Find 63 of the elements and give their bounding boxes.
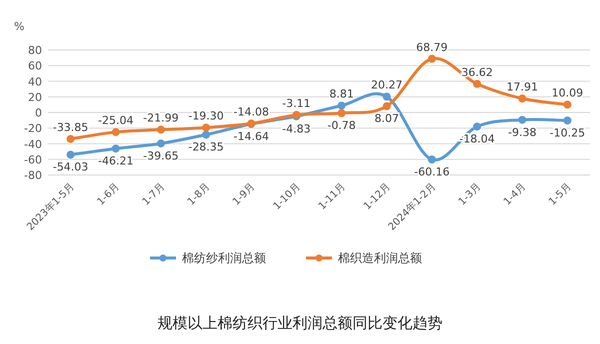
x-tick-label: 1-6月 (95, 181, 122, 208)
data-label: -25.04 (98, 114, 134, 128)
y-axis-title: % (14, 20, 24, 33)
data-label: 20.27 (371, 78, 402, 92)
data-label: -14.64 (234, 130, 269, 143)
text: 规模以上棉纺织行业利润总额同比变化趋势 (158, 314, 442, 332)
point (112, 128, 120, 136)
data-label: 8.07 (374, 112, 399, 126)
point (156, 139, 165, 148)
point (563, 116, 572, 125)
point (473, 80, 482, 88)
y-tick-label: -60 (24, 153, 42, 166)
x-tick-label: 1-5月 (547, 181, 574, 208)
y-tick-label: -40 (24, 138, 42, 151)
data-label: -3.11 (282, 96, 311, 110)
data-label: 8.81 (329, 88, 354, 101)
point (382, 102, 391, 110)
point (202, 130, 210, 139)
point (338, 109, 346, 118)
point (473, 122, 482, 131)
point (563, 100, 572, 109)
x-tick-label: 1-4月 (502, 181, 528, 208)
x-tick-label: 1-8月 (186, 181, 212, 208)
data-label: -60.16 (414, 166, 450, 178)
data-label: -9.38 (508, 126, 536, 139)
point (382, 92, 391, 101)
point (428, 54, 436, 63)
data-label: -54.03 (52, 160, 88, 174)
legend-label: 棉织造利润总额 (338, 251, 422, 265)
data-label: -28.35 (188, 140, 224, 154)
y-tick-label: 0 (35, 106, 42, 120)
data-label: 68.79 (416, 40, 448, 54)
data-label: -33.85 (52, 120, 88, 134)
y-tick-label: -20 (24, 122, 42, 136)
data-label: -4.83 (282, 122, 311, 136)
point (518, 94, 526, 103)
x-tick-label: 1-3月 (456, 181, 484, 208)
data-label: 17.91 (506, 80, 538, 94)
data-label: 10.09 (552, 86, 584, 100)
x-tick-label: 1-7月 (140, 181, 168, 208)
point (202, 124, 210, 132)
y-tick-label: -80 (24, 169, 42, 182)
data-label: -19.30 (188, 110, 224, 123)
point (518, 116, 526, 124)
y-tick-label: 60 (28, 60, 42, 73)
point (156, 126, 165, 134)
data-label: -39.65 (143, 149, 179, 162)
data-label: -46.21 (98, 154, 134, 168)
point (338, 102, 346, 110)
y-tick-label: 80 (28, 44, 42, 57)
y-tick-label: 20 (28, 90, 42, 104)
data-label: -0.78 (327, 119, 356, 132)
data-label: -14.08 (234, 106, 269, 118)
x-tick-label: 1-9月 (230, 181, 258, 208)
y-tick-label: 40 (28, 75, 42, 88)
point (428, 156, 436, 164)
point (112, 144, 120, 153)
data-label: -21.99 (143, 112, 179, 125)
point (66, 134, 75, 143)
data-label: -10.25 (550, 126, 586, 140)
point (66, 150, 75, 159)
legend-label: 棉纺纱利润总额 (182, 251, 266, 265)
data-label: 36.62 (461, 66, 493, 79)
